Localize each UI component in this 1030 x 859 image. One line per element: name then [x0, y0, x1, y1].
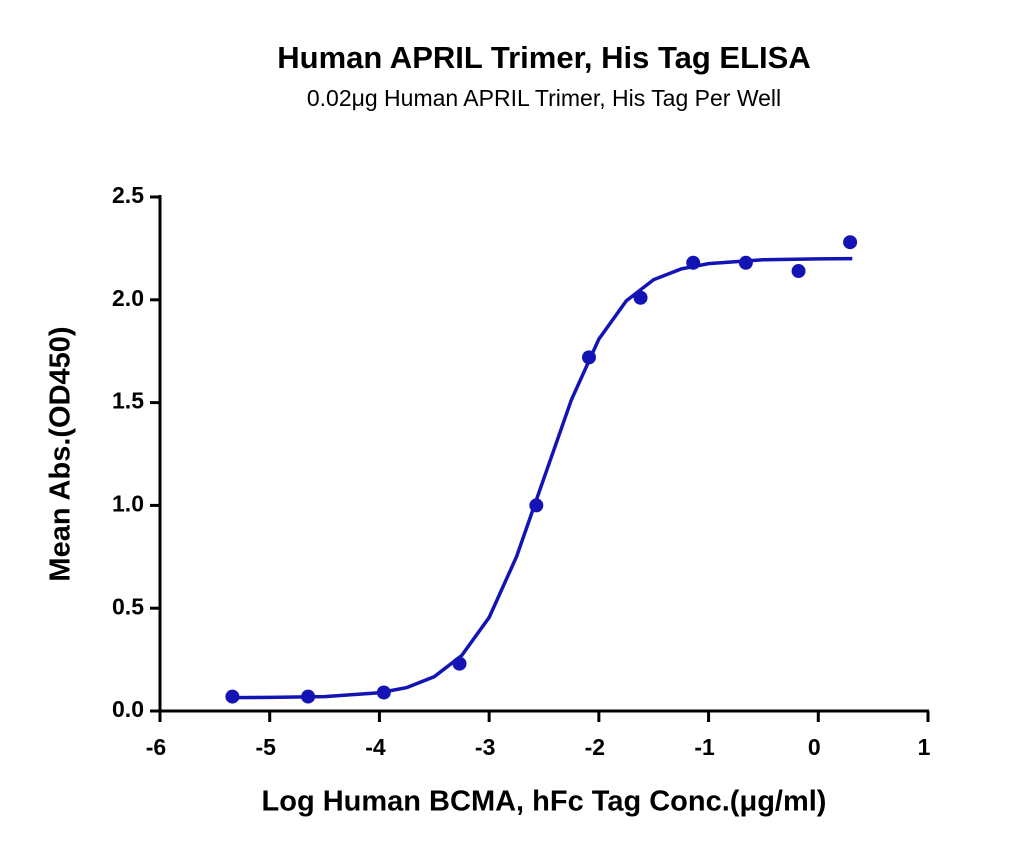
x-tick-label: -5 — [255, 734, 276, 760]
x-tick-label: 0 — [808, 734, 821, 760]
y-tick-label: 0.5 — [112, 593, 144, 619]
y-tick-label: 2.0 — [112, 285, 144, 311]
x-tick-label: -1 — [694, 734, 715, 760]
y-axis-title: Mean Abs.(OD450) — [45, 326, 77, 581]
x-axis-title: Log Human BCMA, hFc Tag Conc.(μg/ml) — [262, 786, 827, 818]
x-tick-label: -2 — [585, 734, 605, 760]
y-tick-label: 0.0 — [112, 696, 144, 722]
y-tick-label: 1.0 — [112, 490, 144, 516]
fit-curve — [232, 256, 853, 700]
data-point — [843, 235, 858, 250]
data-point — [791, 264, 806, 279]
x-tick-label: -4 — [365, 734, 386, 760]
chart-subtitle: 0.02μg Human APRIL Trimer, His Tag Per W… — [307, 85, 781, 111]
y-tick-label: 1.5 — [112, 388, 144, 414]
x-tick-label: -6 — [146, 734, 166, 760]
x-tick-label: 1 — [918, 734, 931, 760]
chart-title: Human APRIL Trimer, His Tag ELISA — [277, 40, 810, 75]
y-tick-label: 2.5 — [112, 182, 144, 208]
x-tick-label: -3 — [475, 734, 495, 760]
